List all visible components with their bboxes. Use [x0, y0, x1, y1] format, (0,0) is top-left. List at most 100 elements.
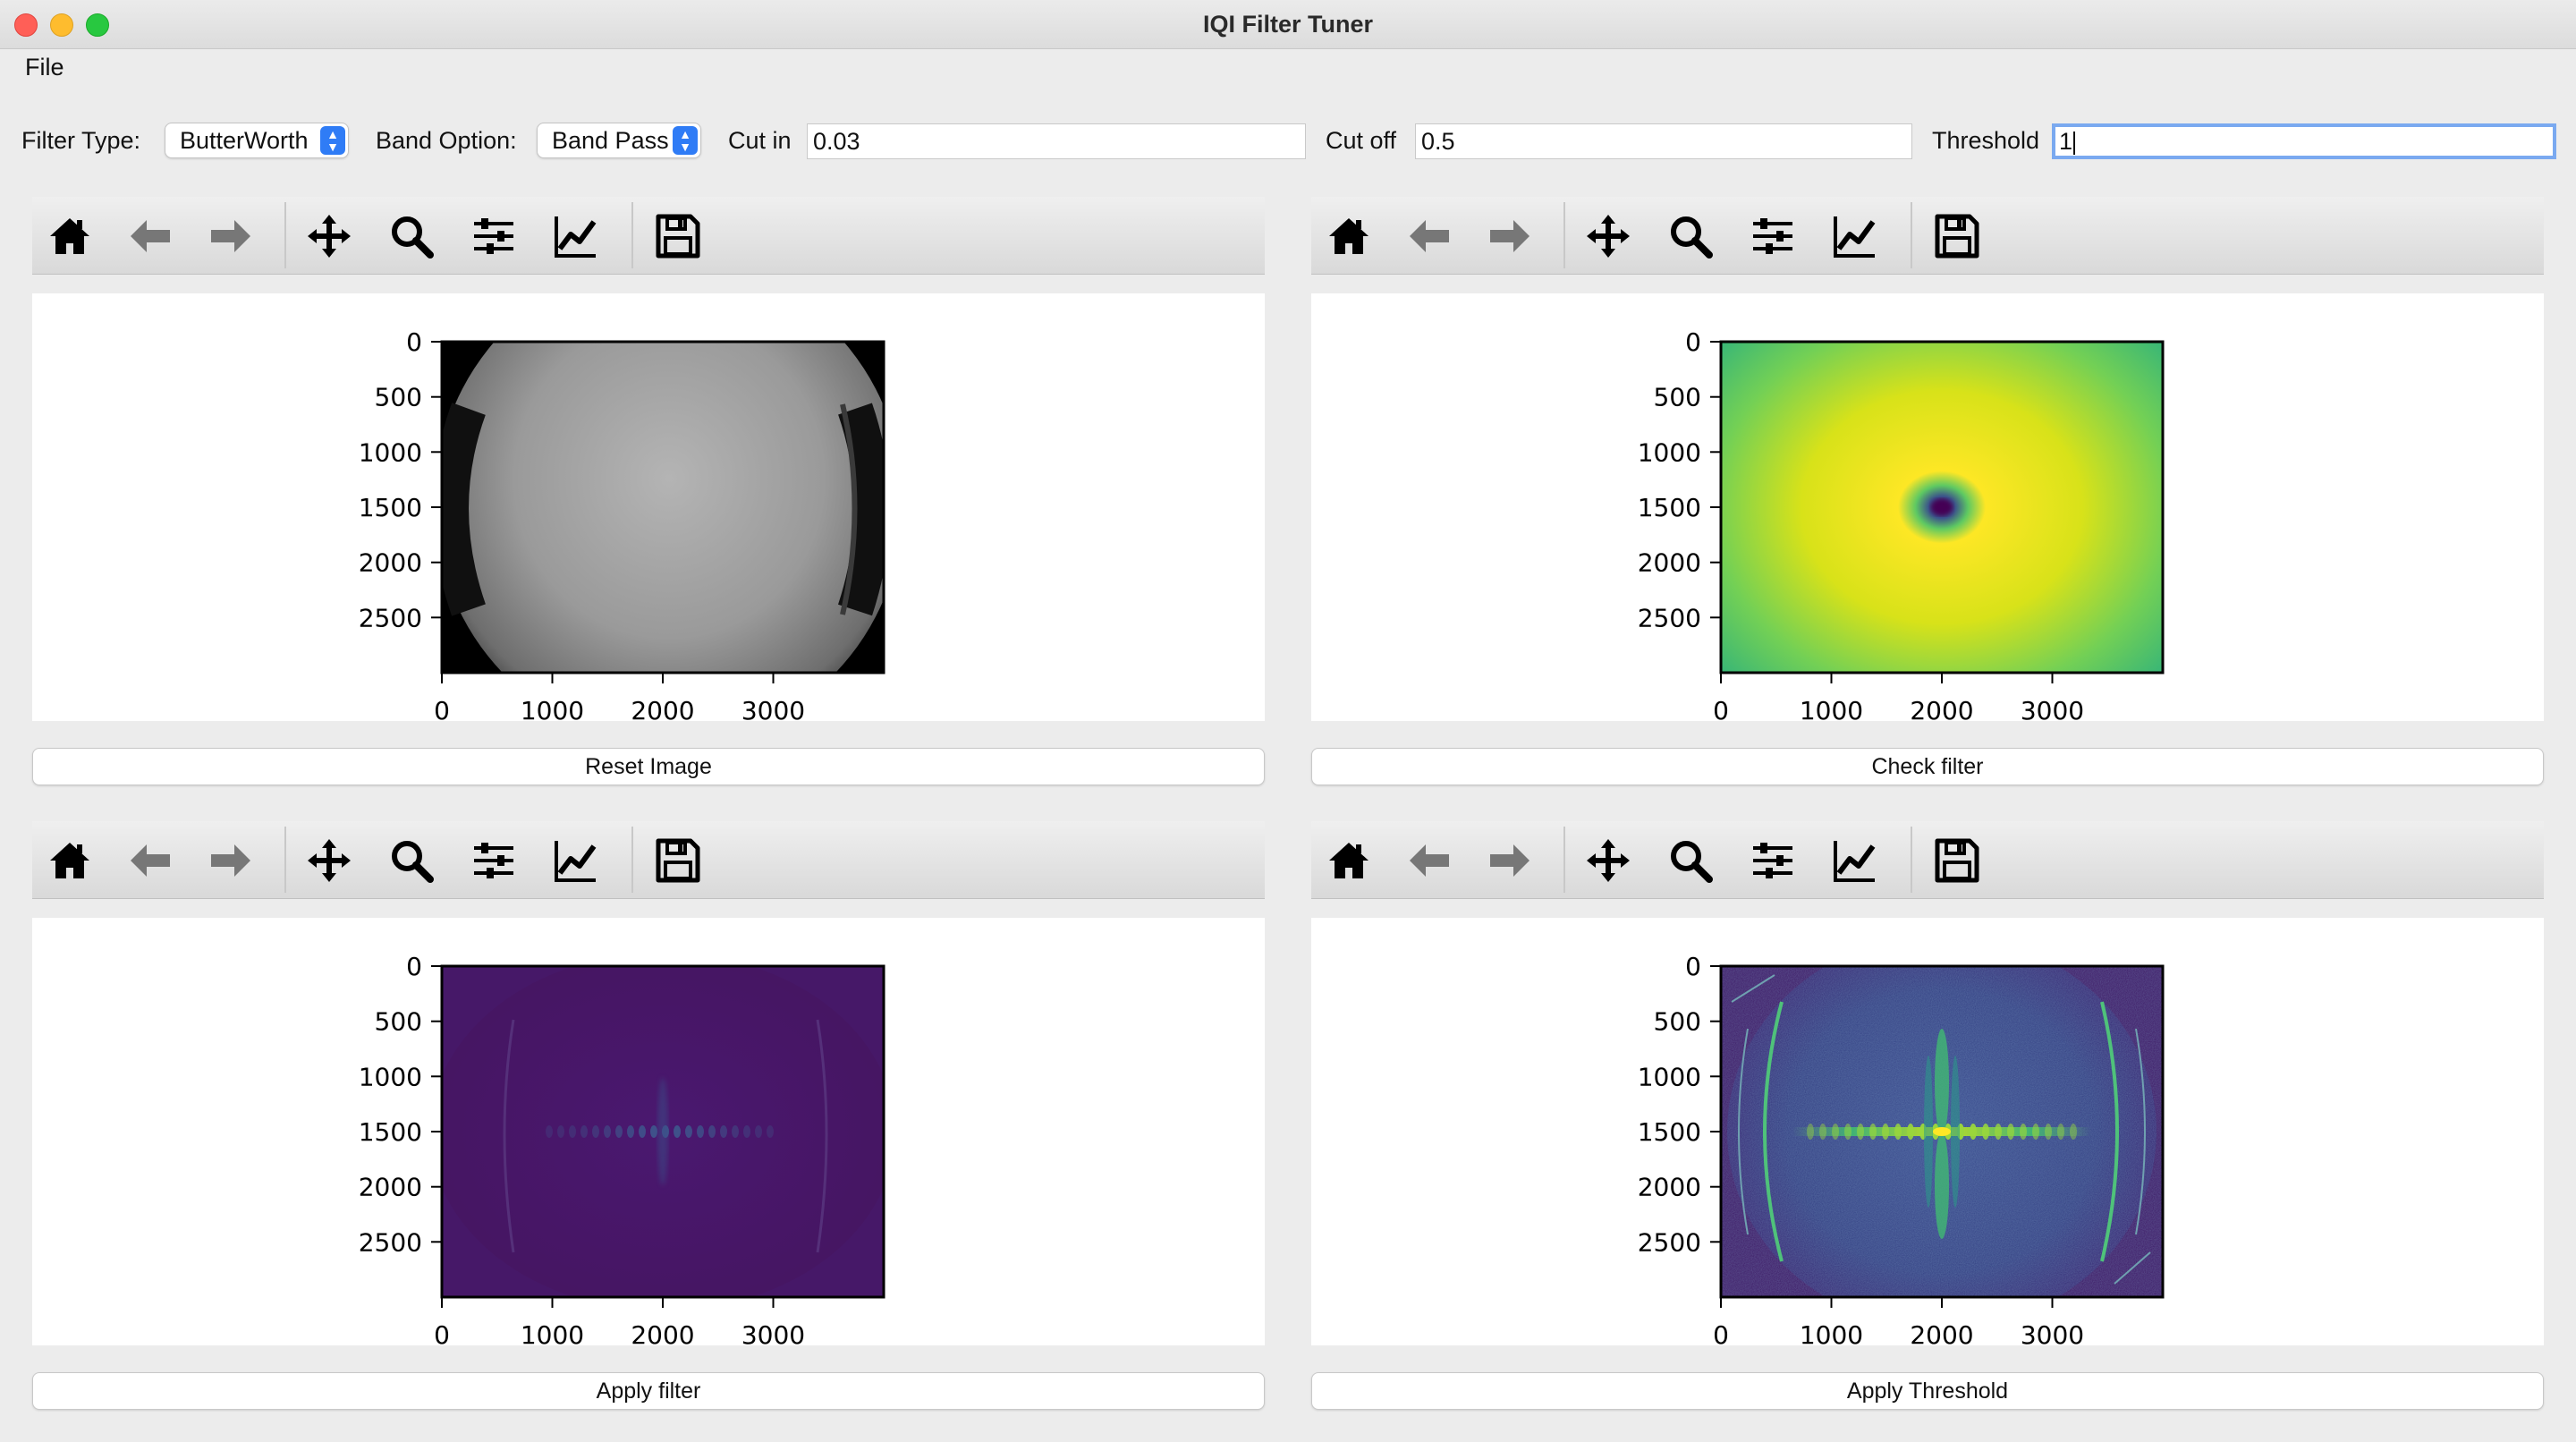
y-tick-label: 2000 [1638, 548, 1701, 578]
text-caret [2073, 131, 2076, 155]
x-tick-label: 3000 [2021, 696, 2084, 721]
forward-arrow-icon[interactable] [208, 213, 254, 259]
original-action-button[interactable]: Reset Image [32, 748, 1265, 785]
edit-axis-icon[interactable] [1832, 213, 1878, 259]
cut-off-label: Cut off [1326, 127, 1397, 154]
plot-canvas[interactable]: 0 500 1000 1500 2000 2500 0 1000 2000 3000 [1311, 293, 2544, 721]
x-tick-label: 3000 [741, 696, 805, 721]
configure-subplots-icon[interactable] [1750, 837, 1796, 884]
zoom-icon[interactable] [1667, 837, 1714, 884]
zoom-icon[interactable] [1667, 213, 1714, 259]
filter-controls: Filter Type: ButterWorth ▲ ▼ Band Option:… [0, 116, 2576, 166]
filter-type-select[interactable]: ButterWorth ▲ ▼ [165, 123, 349, 158]
image-plot: 0 500 1000 1500 2000 2500 0 1000 2000 3000 [359, 952, 886, 1345]
image-plot: 0 500 1000 1500 2000 2500 0 1000 2000 3000 [1638, 327, 2165, 721]
band-option-value: Band Pass [552, 127, 669, 154]
x-tick-label: 0 [1713, 696, 1729, 721]
x-tick-label: 2000 [1910, 1320, 1973, 1345]
y-tick-label: 0 [1685, 327, 1701, 357]
zoom-icon[interactable] [388, 213, 435, 259]
y-tick-label: 2500 [359, 1227, 422, 1257]
navigation-toolbar [1311, 821, 2544, 899]
image-display [1721, 966, 2163, 1297]
edit-axis-icon[interactable] [1832, 837, 1878, 884]
x-tick-label: 0 [434, 696, 450, 721]
edit-axis-icon[interactable] [553, 213, 599, 259]
band-option-select[interactable]: Band Pass ▲ ▼ [537, 123, 701, 158]
threshold-value: 1 [2059, 128, 2073, 155]
panel-filter-preview: 0 500 1000 1500 2000 2500 0 1000 2000 3000 Check f… [1311, 197, 2544, 787]
y-tick-label: 2000 [359, 1173, 422, 1202]
zoom-icon[interactable] [388, 837, 435, 884]
save-icon[interactable] [655, 837, 701, 884]
y-tick-label: 2000 [1638, 1173, 1701, 1202]
filter-action-button[interactable]: Check filter [1311, 748, 2544, 785]
plot-canvas[interactable]: 0 500 1000 1500 2000 2500 0 1000 2000 3000 [32, 293, 1265, 721]
plot-canvas[interactable]: 0 500 1000 1500 2000 2500 0 1000 2000 3000 [1311, 918, 2544, 1345]
toolbar-separator [1911, 827, 1912, 893]
pan-icon[interactable] [1585, 213, 1631, 259]
back-arrow-icon[interactable] [1406, 837, 1453, 884]
y-tick-label: 500 [375, 1007, 422, 1037]
save-icon[interactable] [1934, 837, 1980, 884]
threshold-input[interactable]: 1 [2052, 123, 2556, 159]
pan-icon[interactable] [306, 213, 352, 259]
cut-in-input[interactable]: 0.03 [807, 123, 1306, 159]
x-tick-label: 0 [1713, 1320, 1729, 1345]
y-tick-label: 0 [1685, 952, 1701, 981]
panel-original-image: 0 500 1000 1500 2000 2500 0 1000 2000 3000 Reset I… [32, 197, 1265, 787]
filtered-action-button[interactable]: Apply filter [32, 1372, 1265, 1410]
plot-canvas[interactable]: 0 500 1000 1500 2000 2500 0 1000 2000 3000 [32, 918, 1265, 1345]
menu-bar: File [0, 50, 2576, 86]
band-option-label: Band Option: [376, 127, 517, 154]
threshold-action-button[interactable]: Apply Threshold [1311, 1372, 2544, 1410]
y-tick-label: 0 [406, 952, 422, 981]
y-tick-label: 500 [1654, 1007, 1701, 1037]
y-tick-label: 1000 [1638, 1062, 1701, 1091]
x-tick-label: 1000 [521, 696, 584, 721]
image-plot: 0 500 1000 1500 2000 2500 0 1000 2000 3000 [359, 327, 886, 721]
forward-arrow-icon[interactable] [1487, 213, 1533, 259]
x-tick-label: 0 [434, 1320, 450, 1345]
back-arrow-icon[interactable] [1406, 213, 1453, 259]
y-tick-label: 500 [375, 383, 422, 412]
forward-arrow-icon[interactable] [208, 837, 254, 884]
pan-icon[interactable] [306, 837, 352, 884]
x-tick-label: 2000 [631, 1320, 694, 1345]
maximize-window-button[interactable] [86, 13, 109, 37]
home-icon[interactable] [47, 837, 93, 884]
home-icon[interactable] [47, 213, 93, 259]
home-icon[interactable] [1326, 213, 1372, 259]
close-window-button[interactable] [14, 13, 38, 37]
x-tick-label: 3000 [2021, 1320, 2084, 1345]
back-arrow-icon[interactable] [127, 213, 174, 259]
toolbar-separator [1563, 827, 1565, 893]
y-tick-label: 1500 [1638, 493, 1701, 522]
image-display [442, 966, 884, 1297]
y-tick-label: 2500 [1638, 603, 1701, 632]
filter-type-label: Filter Type: [21, 127, 141, 154]
edit-axis-icon[interactable] [553, 837, 599, 884]
y-tick-label: 1000 [359, 437, 422, 467]
cut-off-input[interactable]: 0.5 [1415, 123, 1912, 159]
save-icon[interactable] [655, 213, 701, 259]
x-tick-label: 1000 [1800, 696, 1863, 721]
x-tick-label: 2000 [631, 696, 694, 721]
configure-subplots-icon[interactable] [470, 213, 517, 259]
y-tick-label: 2000 [359, 548, 422, 578]
save-icon[interactable] [1934, 213, 1980, 259]
toolbar-separator [284, 202, 286, 268]
window-title: IQI Filter Tuner [1202, 11, 1373, 38]
home-icon[interactable] [1326, 837, 1372, 884]
panel-filtered-image: 0 500 1000 1500 2000 2500 0 1000 2000 3000 Apply f… [32, 821, 1265, 1412]
toolbar-separator [1563, 202, 1565, 268]
forward-arrow-icon[interactable] [1487, 837, 1533, 884]
back-arrow-icon[interactable] [127, 837, 174, 884]
toolbar-separator [631, 202, 633, 268]
menu-file[interactable]: File [25, 54, 64, 81]
y-tick-label: 1500 [1638, 1117, 1701, 1147]
configure-subplots-icon[interactable] [1750, 213, 1796, 259]
configure-subplots-icon[interactable] [470, 837, 517, 884]
minimize-window-button[interactable] [50, 13, 73, 37]
pan-icon[interactable] [1585, 837, 1631, 884]
